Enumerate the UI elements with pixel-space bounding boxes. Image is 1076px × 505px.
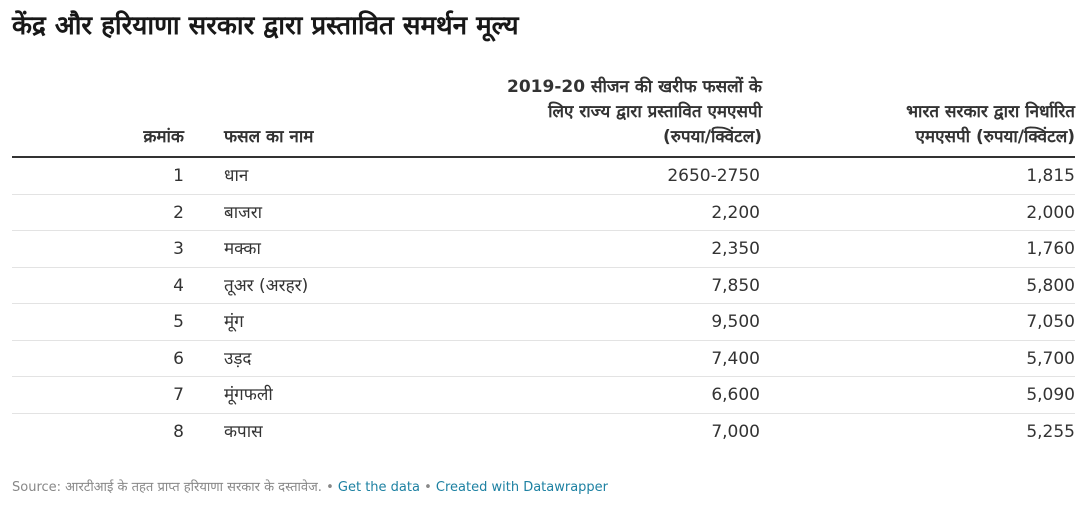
table-body: 1 धान 2650-2750 1,815 2 बाजरा 2,200 2,000 3 मक्का…: [12, 158, 1075, 450]
cell-number: 6: [173, 348, 184, 369]
cell-central-msp: 2,000: [1026, 202, 1075, 223]
cell-crop-name: तूअर (अरहर): [224, 275, 309, 296]
page-title: केंद्र और हरियाणा सरकार द्वारा प्रस्तावि…: [12, 11, 519, 41]
table-row: 5 मूंग 9,500 7,050: [12, 304, 1075, 341]
cell-central-msp: 7,050: [1026, 312, 1075, 332]
footer-separator: •: [326, 480, 334, 495]
table-row: 7 मूंगफली 6,600 5,090: [12, 377, 1075, 414]
get-data-link[interactable]: Get the data: [337, 480, 420, 495]
footer: Source: आरटीआई के तहत प्राप्त हरियाणा सर…: [12, 478, 1062, 498]
cell-central-msp: 5,700: [1026, 348, 1075, 369]
cell-number: 2: [173, 202, 184, 223]
column-header-state-msp[interactable]: 2019-20 सीजन की खरीफ फसलों के लिए राज्य …: [507, 77, 762, 147]
table-row: 4 तूअर (अरहर) 7,850 5,800: [12, 268, 1075, 304]
cell-state-msp: 7,000: [711, 421, 760, 442]
cell-number: 1: [173, 166, 184, 186]
cell-state-msp: 9,500: [711, 312, 760, 332]
cell-state-msp: 2650-2750: [667, 166, 760, 186]
table-row: 8 कपास 7,000 5,255: [12, 414, 1075, 451]
cell-state-msp: 2,200: [711, 202, 760, 223]
msp-table: क्रमांक फसल का नाम 2019-20 सीजन की खरीफ …: [12, 74, 1075, 450]
cell-number: 3: [173, 239, 184, 259]
cell-crop-name: उड़द: [224, 348, 252, 369]
cell-crop-name: बाजरा: [224, 202, 263, 223]
cell-crop-name: मूंग: [224, 312, 244, 332]
datawrapper-link[interactable]: Created with Datawrapper: [435, 480, 609, 495]
table-row: 3 मक्का 2,350 1,760: [12, 231, 1075, 268]
source-note: Source: आरटीआई के तहत प्राप्त हरियाणा सर…: [12, 480, 322, 495]
column-header-crop-name[interactable]: फसल का नाम: [224, 127, 314, 147]
cell-state-msp: 7,400: [711, 348, 760, 369]
column-header-central-msp[interactable]: भारत सरकार द्वारा निर्धारित एमएसपी (रुपय…: [906, 102, 1075, 147]
cell-central-msp: 1,760: [1026, 239, 1075, 259]
footer-separator: •: [424, 480, 432, 495]
cell-crop-name: मक्का: [224, 239, 261, 259]
column-header-number[interactable]: क्रमांक: [143, 127, 184, 147]
cell-crop-name: कपास: [224, 421, 263, 442]
table-row: 1 धान 2650-2750 1,815: [12, 158, 1075, 195]
cell-state-msp: 2,350: [711, 239, 760, 259]
cell-central-msp: 1,815: [1026, 166, 1075, 186]
table-row: 6 उड़द 7,400 5,700: [12, 341, 1075, 377]
cell-state-msp: 7,850: [711, 275, 760, 296]
cell-number: 7: [173, 385, 184, 405]
table-header: क्रमांक फसल का नाम 2019-20 सीजन की खरीफ …: [12, 74, 1075, 158]
cell-number: 8: [173, 421, 184, 442]
cell-number: 5: [173, 312, 184, 332]
cell-state-msp: 6,600: [711, 385, 760, 405]
cell-central-msp: 5,255: [1026, 421, 1075, 442]
cell-central-msp: 5,800: [1026, 275, 1075, 296]
cell-number: 4: [173, 275, 184, 296]
cell-central-msp: 5,090: [1026, 385, 1075, 405]
cell-crop-name: धान: [224, 166, 249, 186]
cell-crop-name: मूंगफली: [224, 385, 273, 405]
table-row: 2 बाजरा 2,200 2,000: [12, 195, 1075, 231]
